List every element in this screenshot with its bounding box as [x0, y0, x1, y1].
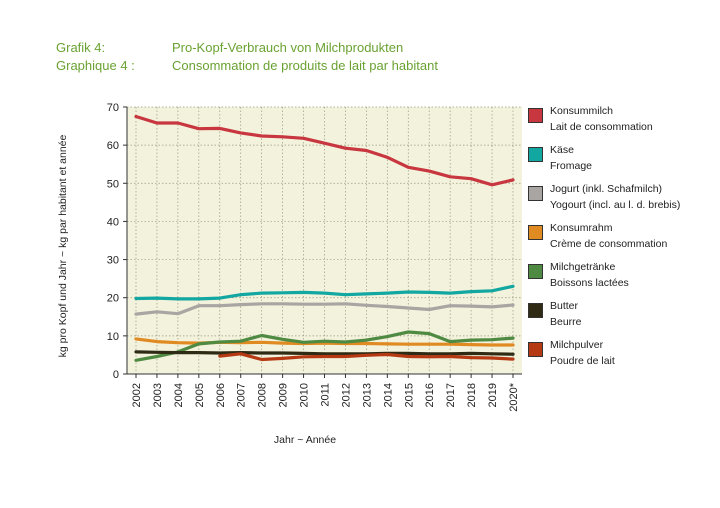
series-line-1 — [134, 284, 515, 301]
x-tick-label: 2017 — [445, 383, 457, 407]
legend-swatch — [528, 342, 543, 357]
y-tick-label: 60 — [107, 140, 119, 152]
x-tick-label: 2012 — [340, 383, 352, 407]
x-tick-label: 2018 — [466, 383, 478, 407]
figure-label-de: Grafik 4: — [56, 40, 106, 55]
chart-title-fr: Consommation de produits de lait par hab… — [172, 58, 438, 73]
y-tick-label: 40 — [107, 216, 119, 228]
x-tick-label: 2014 — [382, 383, 394, 407]
y-axis-title: kg pro Kopf und Jahr ~ kg par habitant e… — [57, 134, 69, 357]
series-line-5 — [134, 350, 515, 356]
y-tick-label: 50 — [107, 178, 119, 190]
legend-label-de: Milchgetränke — [550, 261, 616, 273]
x-tick-label: 2016 — [424, 383, 436, 407]
y-tick-label: 0 — [113, 369, 119, 381]
x-tick-label: 2019 — [487, 383, 499, 407]
series-line-2 — [134, 302, 515, 316]
x-tick-label: 2008 — [257, 383, 269, 407]
figure-label-fr: Graphique 4 : — [56, 58, 135, 73]
x-tick-label: 2013 — [361, 383, 373, 407]
x-tick-label: 2005 — [194, 383, 206, 407]
legend-label-de: Jogurt (inkl. Schafmilch) — [550, 183, 663, 195]
legend-swatch — [528, 264, 543, 279]
y-tick-label: 10 — [107, 331, 119, 343]
x-tick-label: 2006 — [215, 383, 227, 407]
x-tick-label: 2009 — [278, 383, 290, 407]
x-tick-label: 2007 — [236, 383, 248, 407]
legend-swatch — [528, 186, 543, 201]
legend-swatch — [528, 303, 543, 318]
y-tick-label: 20 — [107, 293, 119, 305]
x-tick-label: 2010 — [299, 383, 311, 407]
legend-label-de: Käse — [550, 144, 574, 156]
legend-label-fr: Beurre — [550, 316, 582, 328]
x-tick-label: 2020* — [508, 382, 520, 411]
y-tick-label: 70 — [107, 102, 119, 114]
y-tick-label: 30 — [107, 255, 119, 267]
chart-title-de: Pro-Kopf-Verbrauch von Milchprodukten — [172, 40, 404, 55]
legend-label-fr: Yogourt (incl. au l. d. brebis) — [550, 199, 681, 211]
legend-label-de: Butter — [550, 300, 579, 312]
legend-label-fr: Lait de consommation — [550, 121, 653, 133]
legend-label-de: Milchpulver — [550, 339, 604, 351]
x-axis-title: Jahr ~ Année — [274, 434, 336, 446]
legend-label-fr: Fromage — [550, 160, 593, 172]
series-line-6 — [218, 352, 515, 362]
legend-swatch — [528, 108, 543, 123]
legend-label-fr: Poudre de lait — [550, 355, 615, 367]
x-tick-label: 2015 — [403, 383, 415, 407]
series-line-4 — [134, 330, 515, 362]
legend-swatch — [528, 147, 543, 162]
legend-label-fr: Boissons lactées — [550, 277, 629, 289]
legend-label-de: Konsumrahm — [550, 222, 613, 234]
x-tick-label: 2003 — [152, 383, 164, 407]
series-line-0 — [134, 114, 515, 187]
legend-swatch — [528, 225, 543, 240]
legend-label-fr: Crème de consommation — [550, 238, 668, 250]
x-tick-label: 2002 — [131, 383, 143, 407]
x-tick-label: 2011 — [320, 383, 332, 407]
x-tick-label: 2004 — [173, 383, 185, 407]
legend-label-de: Konsummilch — [550, 105, 614, 117]
